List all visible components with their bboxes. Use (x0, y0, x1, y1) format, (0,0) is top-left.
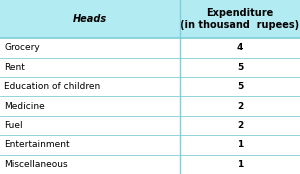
Text: Fuel: Fuel (4, 121, 23, 130)
Bar (0, 96, 300, 116)
Bar (0, 116, 300, 135)
Bar (0, 77, 300, 96)
Text: Medicine: Medicine (4, 102, 45, 111)
Text: Grocery: Grocery (4, 44, 40, 53)
Text: 2: 2 (237, 102, 243, 111)
Text: 5: 5 (237, 63, 243, 72)
Text: 2: 2 (237, 121, 243, 130)
Text: Heads: Heads (73, 14, 107, 24)
Text: Expenditure
(in thousand  rupees): Expenditure (in thousand rupees) (180, 8, 300, 30)
Bar (0, 135, 300, 155)
Text: Education of children: Education of children (4, 82, 101, 91)
Text: 1: 1 (237, 140, 243, 149)
Bar (0, 38, 300, 58)
Text: Entertainment: Entertainment (4, 140, 70, 149)
Bar (0, 58, 300, 77)
Text: 4: 4 (237, 44, 243, 53)
Bar (0, 0, 300, 38)
Text: 5: 5 (237, 82, 243, 91)
Bar (0, 155, 300, 174)
Text: 1: 1 (237, 160, 243, 169)
Text: Miscellaneous: Miscellaneous (4, 160, 68, 169)
Text: Rent: Rent (4, 63, 26, 72)
